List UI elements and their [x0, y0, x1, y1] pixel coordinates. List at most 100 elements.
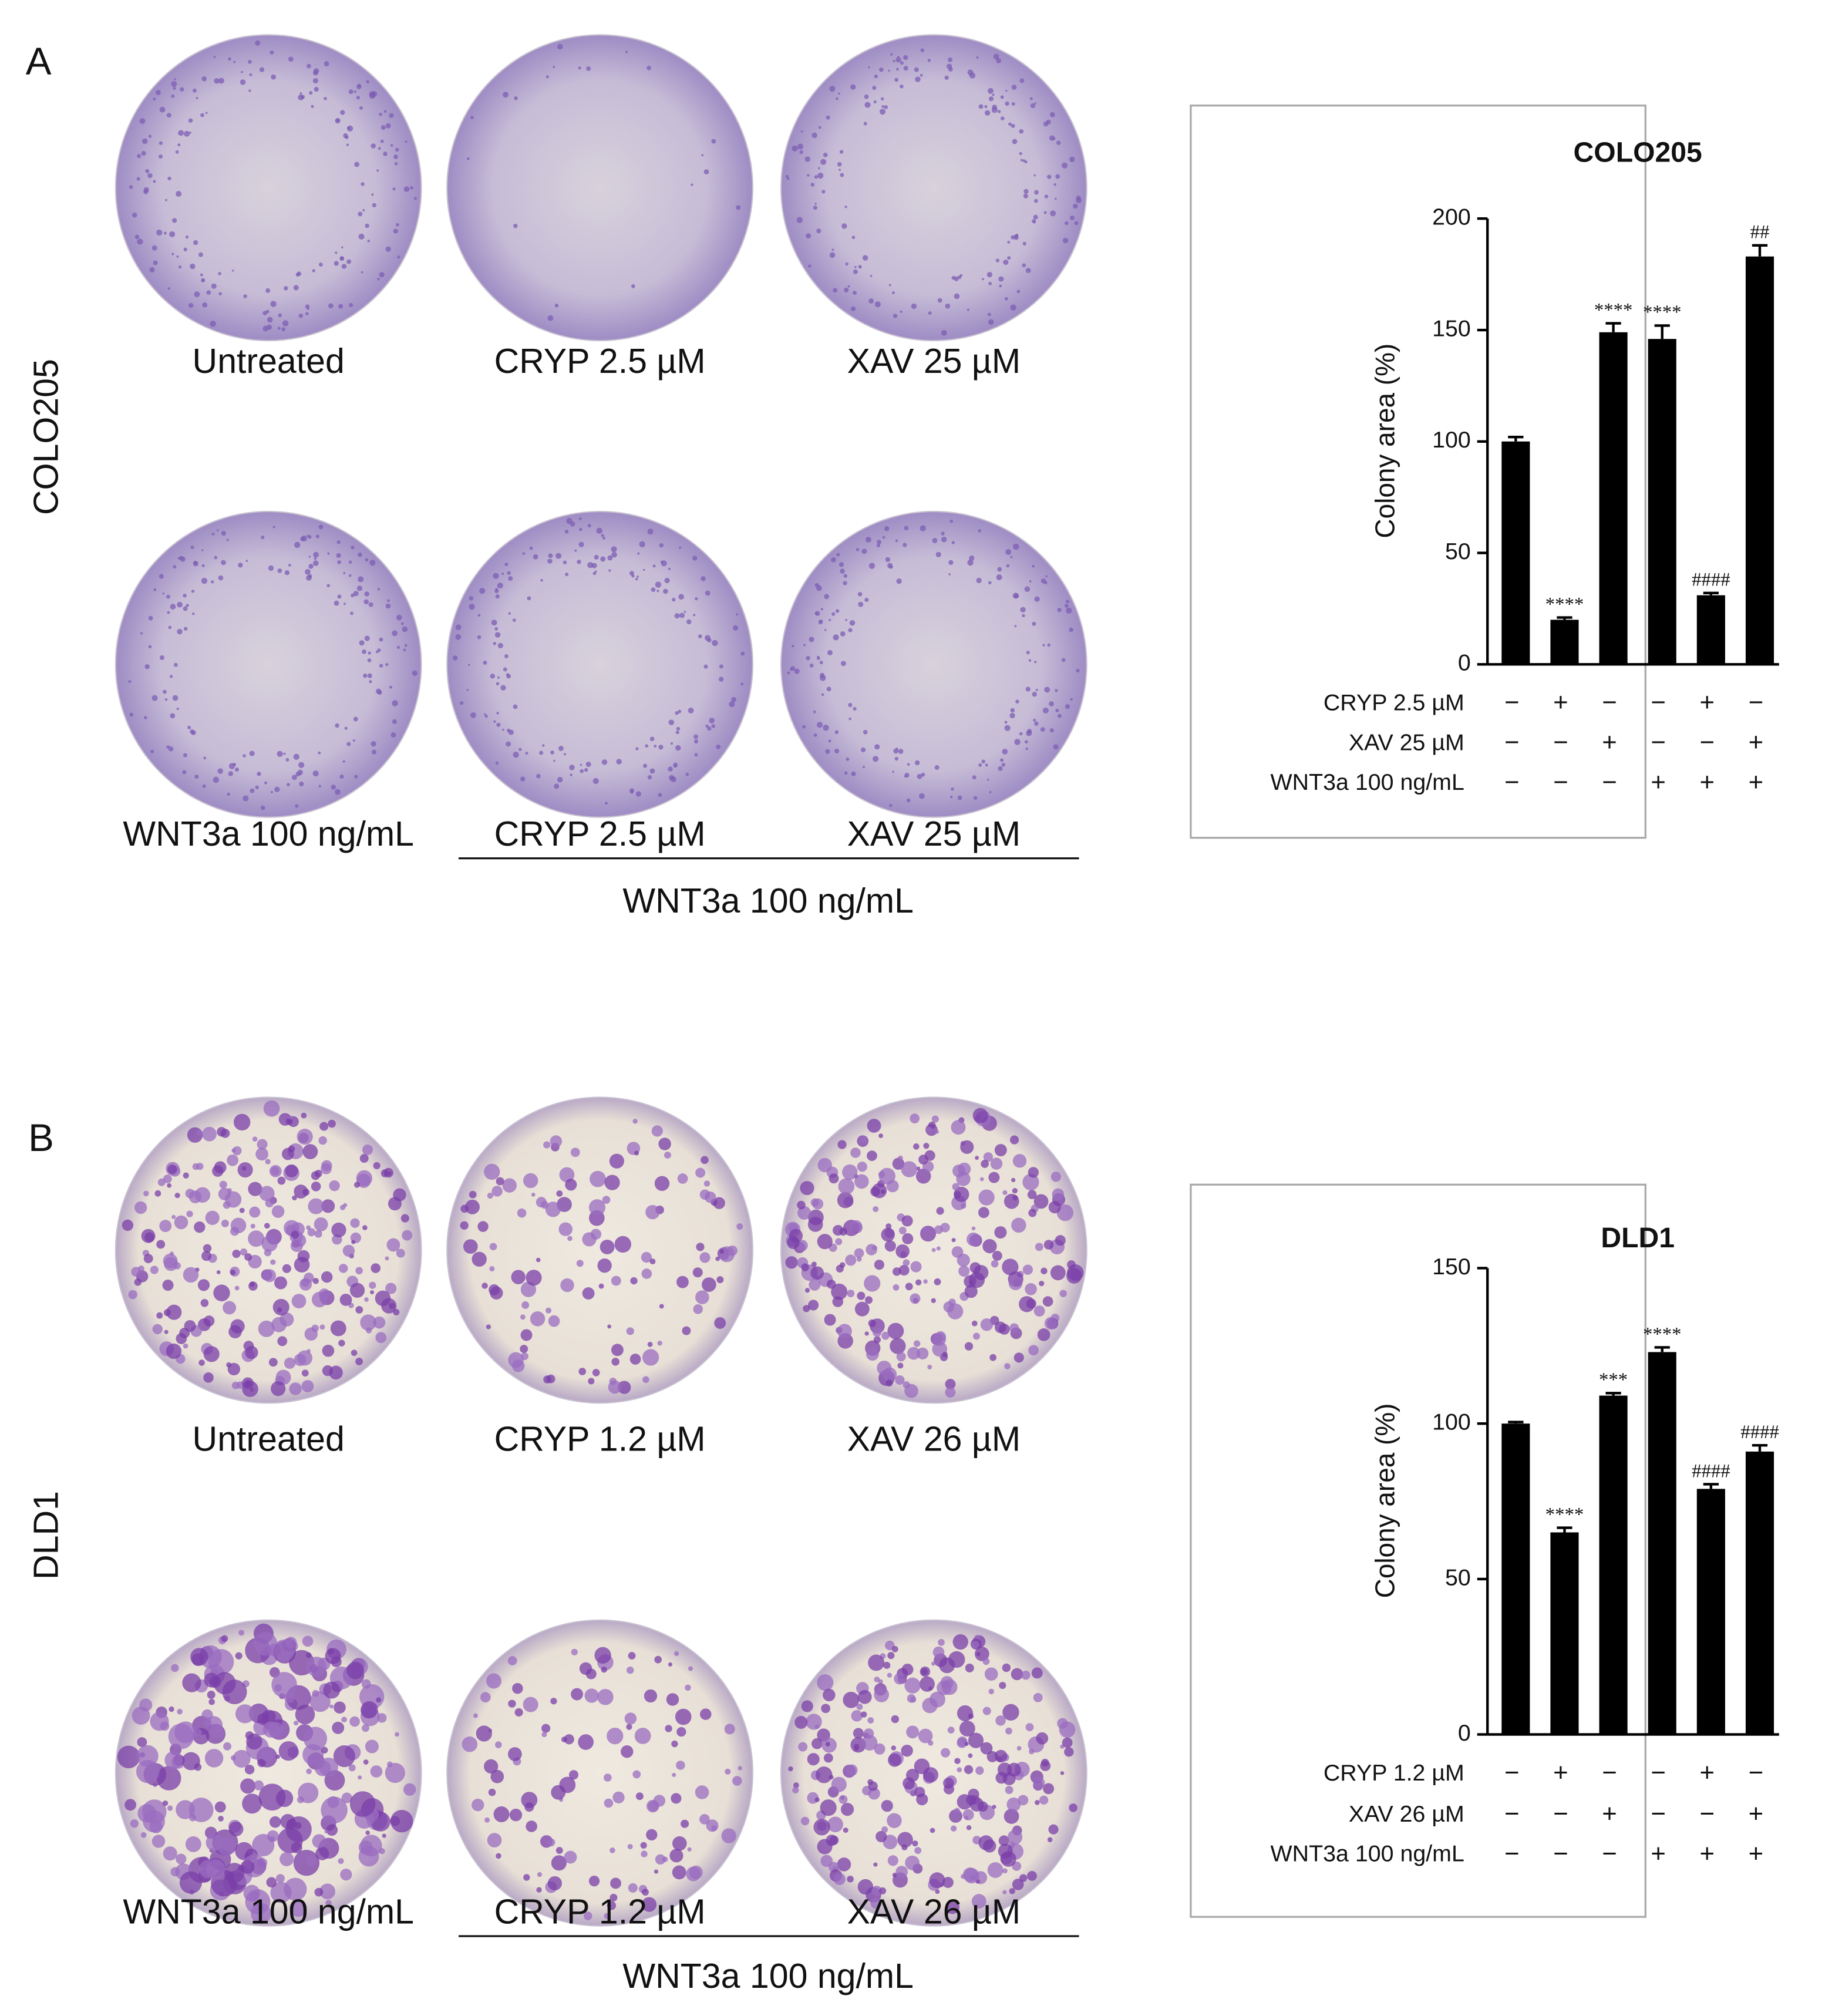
stain-spot — [540, 578, 543, 582]
stain-spot — [1055, 689, 1058, 692]
stain-spot — [579, 527, 582, 531]
stain-spot — [731, 696, 737, 702]
stain-spot — [555, 553, 562, 559]
stain-spot — [506, 741, 511, 747]
stain-spot — [385, 1283, 397, 1294]
stain-spot — [964, 1342, 974, 1351]
stain-spot — [624, 1712, 637, 1725]
treatment-sign: − — [1504, 1839, 1520, 1868]
stain-spot — [915, 76, 921, 82]
stain-spot — [403, 648, 406, 652]
stain-spot — [1040, 1761, 1051, 1771]
stain-spot — [845, 619, 848, 621]
stain-spot — [863, 1728, 874, 1739]
stain-spot — [269, 1836, 275, 1842]
stain-spot — [371, 741, 376, 747]
stain-spot — [302, 1635, 314, 1647]
treatment-label: WNT3a 100 ng/mL — [1271, 1841, 1464, 1867]
stain-spot — [191, 730, 196, 735]
stain-spot — [371, 193, 374, 196]
stain-spot — [227, 792, 230, 796]
stain-spot — [508, 1747, 522, 1761]
stain-spot — [455, 624, 462, 631]
stain-spot — [560, 1278, 574, 1293]
stain-spot — [340, 1869, 352, 1881]
stain-spot — [206, 290, 211, 295]
stain-spot — [930, 1827, 935, 1833]
stain-spot — [1012, 1879, 1024, 1890]
stain-spot — [984, 105, 988, 109]
stain-spot — [995, 258, 1000, 262]
stain-spot — [727, 1245, 738, 1256]
stain-spot — [1062, 162, 1068, 169]
y-tick-label: 0 — [1458, 1720, 1471, 1746]
stain-spot — [932, 1646, 945, 1658]
stain-spot — [931, 1661, 935, 1666]
stain-spot — [252, 1136, 258, 1142]
stain-spot — [609, 1893, 618, 1901]
stain-spot — [695, 597, 698, 601]
stain-spot — [695, 1167, 706, 1178]
stain-spot — [921, 772, 925, 777]
treatment-sign: + — [1651, 768, 1666, 796]
stain-spot — [813, 733, 817, 737]
stain-spot — [543, 1141, 551, 1149]
stain-spot — [228, 1325, 242, 1339]
stain-spot — [393, 154, 398, 159]
stain-spot — [473, 1713, 478, 1718]
stain-spot — [536, 1887, 542, 1893]
stain-spot — [194, 1187, 211, 1203]
stain-spot — [494, 627, 499, 631]
stain-spot — [467, 157, 470, 160]
stain-spot — [298, 1782, 319, 1803]
stain-spot — [964, 1275, 976, 1288]
stain-spot — [1055, 197, 1057, 200]
stain-spot — [164, 231, 167, 235]
stain-spot — [675, 745, 681, 751]
stain-spot — [673, 762, 678, 768]
treatment-sign: − — [1504, 768, 1520, 796]
stain-spot — [814, 611, 820, 616]
stain-spot — [1029, 1748, 1035, 1755]
stain-spot — [313, 551, 319, 558]
stain-spot — [270, 301, 277, 307]
stain-spot — [888, 284, 891, 287]
stain-spot — [670, 776, 676, 783]
stain-spot — [387, 599, 390, 603]
stain-spot — [168, 746, 174, 752]
stain-spot — [647, 775, 652, 780]
stain-spot — [257, 772, 261, 776]
stain-spot — [592, 571, 597, 575]
stain-spot — [392, 700, 398, 706]
stain-spot — [1012, 1154, 1027, 1168]
stain-spot — [642, 1349, 659, 1366]
stain-spot — [531, 1193, 536, 1197]
stain-spot — [318, 785, 322, 788]
stain-spot — [484, 714, 488, 718]
stain-spot — [167, 287, 170, 290]
stain-spot — [942, 1351, 948, 1358]
stain-spot — [307, 1228, 316, 1237]
stain-spot — [722, 1254, 729, 1260]
stain-spot — [604, 1773, 612, 1782]
stain-spot — [694, 753, 698, 757]
stain-spot — [178, 265, 182, 269]
stain-spot — [861, 548, 867, 554]
stain-spot — [211, 532, 215, 536]
stain-spot — [536, 1197, 547, 1208]
stain-spot — [250, 1388, 254, 1392]
stain-spot — [183, 1172, 189, 1179]
stain-spot — [288, 564, 291, 567]
stain-spot — [904, 526, 909, 531]
stain-spot — [816, 722, 823, 728]
stain-spot — [128, 680, 132, 684]
stain-spot — [173, 1262, 181, 1270]
stain-spot — [897, 1832, 913, 1848]
significance-label: *** — [1599, 1369, 1628, 1391]
stain-spot — [997, 567, 1002, 572]
stain-spot — [159, 141, 163, 145]
stain-spot — [379, 1847, 385, 1855]
stain-spot — [526, 1820, 537, 1832]
stain-spot — [994, 1226, 1007, 1239]
treatment-sign: − — [1651, 1758, 1666, 1787]
